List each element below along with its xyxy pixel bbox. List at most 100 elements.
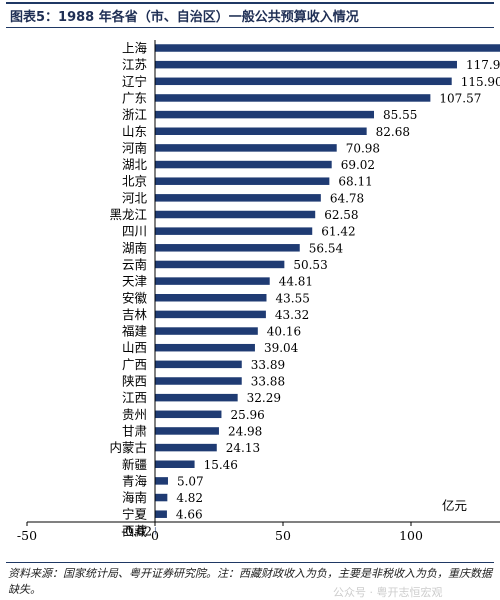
bar-23 bbox=[155, 410, 222, 419]
bar-1 bbox=[155, 44, 500, 52]
chart-title: 图表5：1988 年各省（市、自治区）一般公共预算收入情况 bbox=[10, 10, 359, 25]
category-label: 安徽 bbox=[122, 290, 148, 305]
value-label: 4.66 bbox=[176, 508, 203, 522]
bar-11 bbox=[155, 210, 316, 219]
category-label: 黑龙江 bbox=[109, 207, 147, 222]
category-label: 山西 bbox=[122, 340, 147, 355]
bar-8 bbox=[155, 160, 332, 169]
value-label: 117.96 bbox=[466, 58, 500, 72]
category-label: 广西 bbox=[122, 357, 147, 372]
x-tick-label: 0 bbox=[151, 528, 159, 543]
x-tick-label: 50 bbox=[275, 528, 291, 543]
value-label: 50.53 bbox=[293, 258, 327, 272]
bar-14 bbox=[155, 260, 285, 269]
bar-9 bbox=[155, 177, 330, 185]
bar-7 bbox=[155, 144, 337, 152]
watermark: 公众号 · 粤开志恒宏观 bbox=[333, 586, 443, 599]
category-label: 陕西 bbox=[122, 374, 147, 389]
value-label: 43.55 bbox=[275, 291, 309, 305]
bar-16 bbox=[155, 294, 267, 302]
bar-27 bbox=[155, 477, 168, 485]
value-label: 69.02 bbox=[341, 158, 375, 172]
bar-17 bbox=[155, 310, 266, 319]
top-rule bbox=[6, 2, 494, 4]
value-label: -0.02 bbox=[121, 524, 152, 538]
value-label: 43.32 bbox=[275, 308, 309, 322]
category-label: 广东 bbox=[122, 90, 147, 105]
bar-4 bbox=[155, 94, 431, 102]
value-label: 68.11 bbox=[338, 175, 372, 189]
category-label: 山东 bbox=[122, 124, 147, 139]
category-label: 新疆 bbox=[122, 457, 147, 472]
value-label: 4.82 bbox=[176, 491, 203, 505]
bar-29 bbox=[155, 510, 167, 518]
bar-22 bbox=[155, 393, 238, 402]
category-label: 河北 bbox=[122, 190, 148, 205]
bar-20 bbox=[155, 360, 242, 369]
bar-6 bbox=[155, 127, 367, 135]
source-note: 资料来源：国家统计局、粤开证券研究院。注：西藏财政收入为负，主要是非税收入为负，… bbox=[8, 567, 492, 596]
bar-24 bbox=[155, 427, 219, 435]
category-label: 甘肃 bbox=[122, 423, 147, 438]
value-label: 5.07 bbox=[177, 474, 204, 488]
category-label: 吉林 bbox=[122, 307, 148, 322]
value-label: 44.81 bbox=[279, 275, 313, 289]
bar-18 bbox=[155, 327, 258, 335]
value-label: 15.46 bbox=[204, 458, 238, 472]
bottom-rule bbox=[6, 562, 494, 563]
value-label: 82.68 bbox=[376, 125, 410, 139]
value-label: 85.55 bbox=[383, 108, 417, 122]
bar-2 bbox=[155, 60, 457, 69]
bar-21 bbox=[155, 377, 242, 385]
value-label: 33.89 bbox=[251, 358, 285, 372]
value-label: 24.13 bbox=[226, 441, 260, 455]
value-label: 61.42 bbox=[321, 225, 355, 239]
category-label: 浙江 bbox=[122, 107, 147, 122]
category-label: 宁夏 bbox=[122, 507, 148, 522]
value-label: 39.04 bbox=[264, 341, 299, 355]
value-label: 64.78 bbox=[330, 191, 364, 205]
value-label: 24.98 bbox=[228, 424, 262, 438]
category-label: 辽宁 bbox=[122, 74, 147, 89]
category-label: 江苏 bbox=[122, 57, 147, 72]
value-label: 115.90 bbox=[461, 75, 500, 89]
bar-30 bbox=[154, 527, 156, 535]
category-label: 贵州 bbox=[122, 407, 147, 422]
category-label: 北京 bbox=[122, 174, 147, 189]
category-label: 内蒙古 bbox=[109, 440, 147, 455]
category-label: 西藏 bbox=[122, 523, 148, 538]
value-label: 56.54 bbox=[309, 241, 344, 255]
value-label: 107.57 bbox=[439, 91, 481, 105]
x-tick-label: -50 bbox=[17, 528, 37, 543]
title-rule bbox=[6, 27, 494, 28]
bar-12 bbox=[155, 227, 313, 235]
bar-3 bbox=[155, 77, 452, 86]
bar-19 bbox=[155, 343, 255, 352]
category-label: 河南 bbox=[122, 140, 147, 155]
bar-13 bbox=[155, 244, 300, 252]
bar-28 bbox=[155, 493, 168, 502]
value-label: 25.96 bbox=[230, 408, 264, 422]
value-label: 40.16 bbox=[267, 325, 301, 339]
category-label: 江西 bbox=[122, 390, 147, 405]
category-label: 湖南 bbox=[122, 240, 147, 255]
category-label: 海南 bbox=[122, 490, 147, 505]
category-label: 湖北 bbox=[122, 157, 148, 172]
bar-26 bbox=[155, 460, 195, 468]
category-label: 云南 bbox=[122, 257, 147, 272]
category-label: 天津 bbox=[122, 274, 147, 289]
value-label: 70.98 bbox=[346, 141, 380, 155]
bar-5 bbox=[155, 110, 375, 119]
category-label: 青海 bbox=[122, 473, 148, 488]
bar-25 bbox=[155, 443, 217, 452]
bar-15 bbox=[155, 277, 270, 285]
category-label: 四川 bbox=[122, 224, 147, 239]
x-tick-label: 100 bbox=[399, 528, 423, 543]
value-label: 33.88 bbox=[251, 375, 285, 389]
bar-10 bbox=[155, 194, 321, 202]
category-label: 上海 bbox=[122, 41, 148, 56]
category-label: 福建 bbox=[122, 324, 148, 339]
value-label: 32.29 bbox=[247, 391, 281, 405]
value-label: 62.58 bbox=[324, 208, 358, 222]
